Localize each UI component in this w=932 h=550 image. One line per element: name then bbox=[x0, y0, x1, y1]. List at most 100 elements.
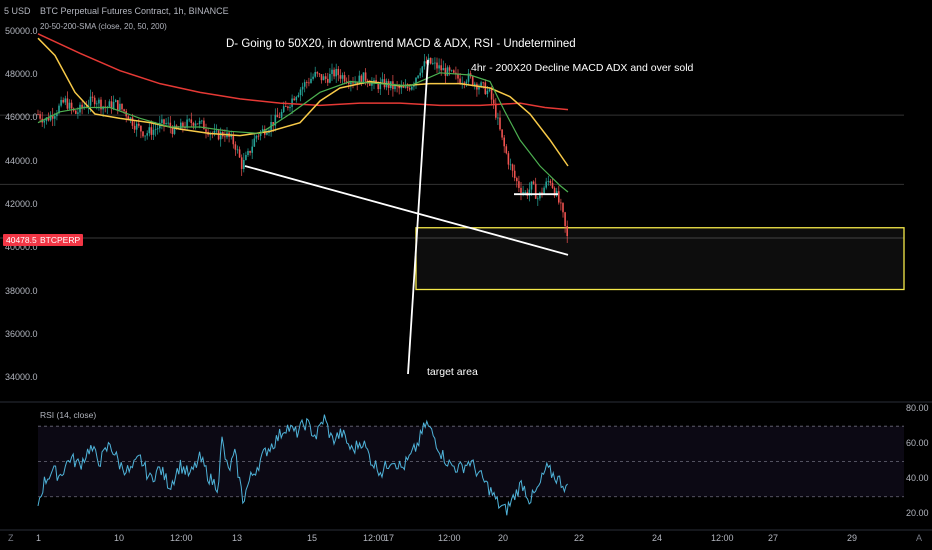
candle-body bbox=[360, 75, 363, 84]
candle-body bbox=[236, 149, 239, 151]
candle-body bbox=[253, 138, 256, 147]
candle-body bbox=[379, 81, 382, 90]
candle-body bbox=[314, 72, 316, 77]
candle-body bbox=[549, 180, 552, 183]
candle-body bbox=[150, 127, 153, 135]
candle-body bbox=[553, 187, 556, 196]
candle-body bbox=[562, 203, 564, 213]
price-axis-label: 36000.0 bbox=[5, 329, 38, 339]
candle-body bbox=[423, 61, 426, 67]
candle-body bbox=[350, 82, 352, 85]
candle-body bbox=[194, 123, 197, 126]
annotation-target: target area bbox=[427, 366, 478, 378]
price-axis-label: 42000.0 bbox=[5, 199, 38, 209]
candle-body bbox=[148, 127, 151, 134]
candle-body bbox=[135, 123, 138, 130]
candle-body bbox=[362, 72, 365, 84]
candle-body bbox=[129, 117, 132, 121]
rsi-axis-label: 80.00 bbox=[906, 402, 929, 413]
chart-title[interactable]: BTC Perpetual Futures Contract, 1h, BINA… bbox=[40, 6, 229, 16]
candle-body bbox=[291, 98, 293, 107]
corner-left-label[interactable]: Z bbox=[8, 533, 14, 543]
candle-body bbox=[100, 99, 102, 110]
candle-body bbox=[450, 70, 453, 72]
candle-body bbox=[503, 137, 505, 147]
price-axis-label: 44000.0 bbox=[5, 155, 38, 166]
candle-body bbox=[56, 113, 58, 117]
candle-body bbox=[394, 85, 396, 90]
candle-body bbox=[98, 99, 100, 104]
candle-body bbox=[490, 89, 493, 100]
candle-body bbox=[261, 129, 264, 132]
candle-body bbox=[96, 103, 98, 105]
candle-body bbox=[564, 212, 566, 227]
x-axis-label: 17 bbox=[384, 533, 395, 543]
candle-body bbox=[434, 62, 436, 64]
currency-label: 5 USD bbox=[4, 6, 31, 16]
candle-body bbox=[142, 131, 144, 137]
price-axis-label: 50000.0 bbox=[5, 25, 38, 36]
candle-body bbox=[156, 128, 159, 130]
candle-body bbox=[161, 119, 163, 123]
x-axis-label: 15 bbox=[307, 533, 318, 543]
rsi-axis-label: 40.00 bbox=[906, 473, 929, 484]
candle-body bbox=[182, 122, 184, 128]
candle-body bbox=[560, 202, 562, 204]
candle-body bbox=[131, 117, 134, 126]
candle-body bbox=[322, 76, 325, 81]
candle-body bbox=[436, 62, 438, 69]
candle-body bbox=[408, 88, 411, 90]
candle-body bbox=[331, 69, 333, 74]
candle-body bbox=[119, 103, 121, 111]
candle-body bbox=[255, 135, 258, 139]
candle-body bbox=[159, 122, 161, 129]
candle-body bbox=[47, 117, 50, 121]
candle-body bbox=[446, 67, 449, 76]
candle-body bbox=[333, 69, 335, 77]
candle-body bbox=[442, 68, 445, 71]
candle-body bbox=[511, 164, 514, 171]
candle-body bbox=[373, 80, 375, 83]
sma20-line bbox=[37, 72, 569, 193]
candle-body bbox=[299, 89, 302, 96]
candle-body bbox=[345, 81, 348, 83]
candle-body bbox=[497, 117, 499, 119]
candle-body bbox=[348, 82, 350, 85]
candle-body bbox=[49, 114, 52, 121]
candle-body bbox=[459, 78, 461, 84]
candle-body bbox=[457, 73, 459, 79]
candle-body bbox=[276, 114, 279, 118]
candle-body bbox=[293, 98, 295, 101]
rsi-title[interactable]: RSI (14, close) bbox=[40, 410, 97, 420]
candle-body bbox=[312, 76, 314, 79]
candle-body bbox=[238, 149, 241, 158]
x-axis-label: 27 bbox=[768, 533, 779, 543]
candle-body bbox=[507, 153, 510, 165]
candle-body bbox=[110, 101, 113, 109]
candle-body bbox=[165, 123, 167, 124]
candle-body bbox=[180, 122, 182, 129]
candle-body bbox=[501, 129, 503, 138]
indicator-legend[interactable]: 20-50-200-SMA (close, 20, 50, 200) bbox=[40, 22, 167, 31]
candle-body bbox=[381, 79, 384, 82]
x-axis-label: 22 bbox=[574, 533, 585, 543]
x-axis-label: 13 bbox=[232, 533, 243, 543]
x-axis-label: 12:00 bbox=[438, 533, 461, 543]
candle-body bbox=[234, 144, 237, 150]
candle-body bbox=[230, 135, 232, 138]
candle-body bbox=[75, 110, 77, 114]
candle-body bbox=[251, 146, 253, 153]
candle-body bbox=[152, 129, 155, 135]
candle-body bbox=[146, 133, 148, 136]
candle-body bbox=[133, 125, 136, 130]
corner-right-label[interactable]: A bbox=[916, 533, 923, 543]
candle-body bbox=[369, 83, 371, 86]
candle-body bbox=[377, 83, 379, 90]
candle-body bbox=[140, 125, 142, 132]
candle-body bbox=[198, 120, 201, 125]
candle-body bbox=[224, 136, 226, 138]
candle-body bbox=[278, 117, 281, 118]
x-axis-label: 12:00 bbox=[711, 533, 734, 543]
candle-body bbox=[465, 81, 468, 84]
